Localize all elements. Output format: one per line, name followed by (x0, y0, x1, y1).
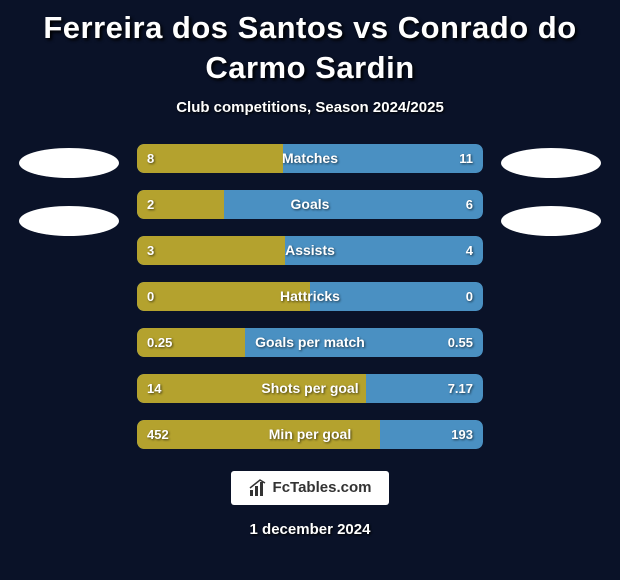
chart-icon (249, 479, 267, 497)
stat-bar-left-fill (137, 190, 224, 219)
stat-bar-left-fill (137, 282, 310, 311)
stat-bar-left-fill (137, 144, 283, 173)
stat-bar: 26Goals (137, 190, 483, 219)
comparison-bars: 811Matches 26Goals 34Assists 00Hattricks 0.2… (137, 144, 483, 449)
right-avatars (501, 144, 601, 236)
avatar (19, 148, 119, 178)
stat-bar-left-fill (137, 328, 245, 357)
footer-date: 1 december 2024 (250, 521, 371, 538)
stats-area: 811Matches 26Goals 34Assists 00Hattricks 0.2… (0, 144, 620, 449)
avatar (501, 148, 601, 178)
stat-bar: 452193Min per goal (137, 420, 483, 449)
subtitle: Club competitions, Season 2024/2025 (176, 99, 444, 116)
left-avatars (19, 144, 119, 236)
stat-bar: 147.17Shots per goal (137, 374, 483, 403)
stat-bar: 34Assists (137, 236, 483, 265)
stat-bar-left-fill (137, 420, 380, 449)
footer-brand-text: FcTables.com (273, 479, 372, 496)
stat-bar: 00Hattricks (137, 282, 483, 311)
footer-brand-badge: FcTables.com (231, 471, 390, 505)
stat-bar-left-fill (137, 236, 285, 265)
stat-bar: 0.250.55Goals per match (137, 328, 483, 357)
page-title: Ferreira dos Santos vs Conrado do Carmo … (0, 8, 620, 89)
stat-bar-left-fill (137, 374, 366, 403)
avatar (501, 206, 601, 236)
avatar (19, 206, 119, 236)
stat-bar: 811Matches (137, 144, 483, 173)
